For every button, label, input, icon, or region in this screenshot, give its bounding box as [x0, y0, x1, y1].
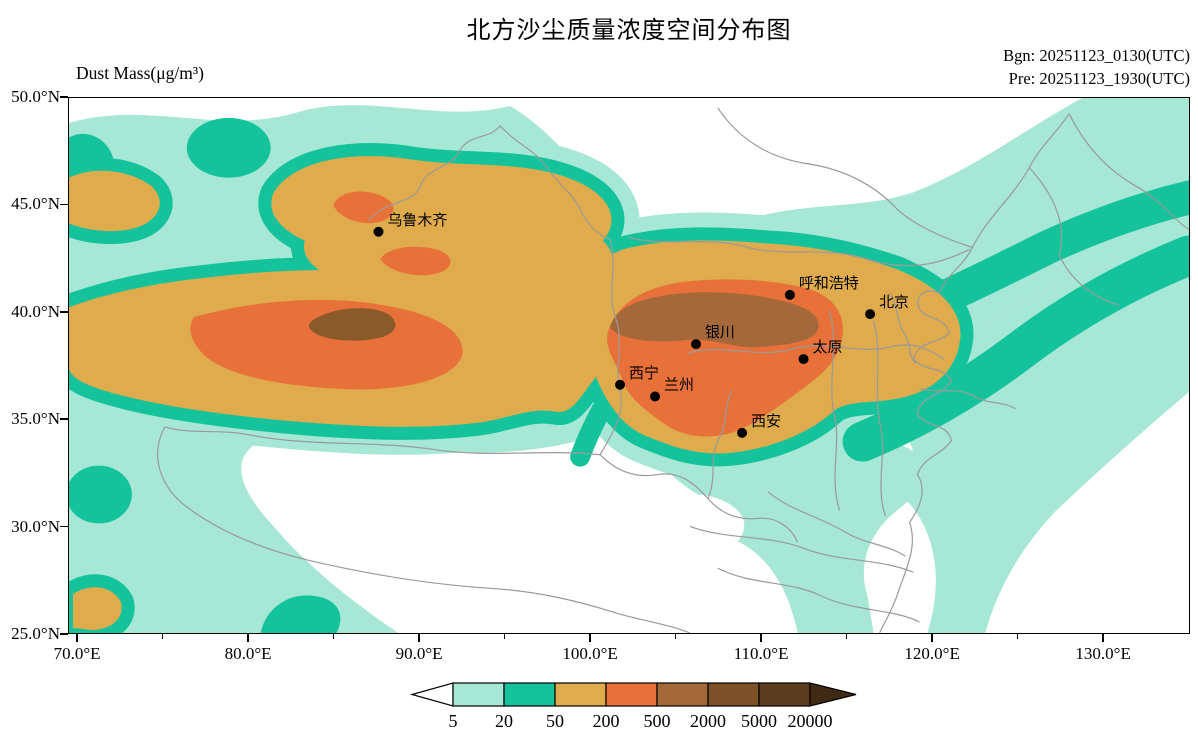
city-label: 北京: [879, 294, 909, 311]
colorbar-tick-label: 20000: [788, 711, 833, 731]
province-borders: [157, 107, 1189, 633]
colorbar-canvas: 5 20 50 200 500 2000 5000 20000: [409, 682, 857, 731]
city-marker: 乌鲁木齐: [373, 212, 447, 237]
latitude-tick: [60, 633, 68, 635]
teal-patch-west-lake: [69, 465, 132, 524]
longitude-tick-label: 130.0°E: [1075, 644, 1131, 663]
city-dot: [798, 354, 809, 365]
city-dot: [650, 391, 661, 402]
colorbar-segment: [656, 682, 709, 707]
orange-blob-urumqi-west: [333, 191, 394, 224]
colorbar-tick-label: 2000: [690, 711, 726, 731]
city-marker: 北京: [865, 294, 909, 320]
colorbar-tick-label: 20: [495, 711, 513, 731]
contour-layer-brown: [308, 292, 819, 348]
colorbar-tick-label: 5000: [741, 711, 777, 731]
aqua-region-east-sea: [857, 247, 1189, 633]
longitude-minor-tick: [161, 634, 164, 639]
city-marker: 兰州: [650, 377, 694, 402]
city-label: 银川: [705, 324, 735, 341]
city-label: 西宁: [629, 365, 659, 382]
orange-blob-urumqi-southeast: [380, 246, 451, 276]
city-marker: 西宁: [615, 365, 659, 390]
longitude-tick: [247, 634, 249, 642]
city-dot: [865, 309, 876, 320]
longitude-tick: [589, 634, 591, 642]
city-marker: 西安: [737, 413, 781, 438]
longitude-minor-tick: [332, 634, 335, 639]
latitude-tick-label: 45.0°N: [11, 194, 60, 214]
longitude-minor-tick: [503, 634, 506, 639]
latitude-tick-label: 25.0°N: [11, 624, 60, 643]
brown-core-yinchuan: [610, 292, 819, 348]
longitude-tick: [76, 634, 78, 642]
map-plot: 乌鲁木齐呼和浩特北京银川太原西宁 兰州西安: [68, 97, 1190, 634]
city-label: 兰州: [664, 377, 694, 394]
gold-region-west-edge: [69, 170, 160, 232]
city-marker: 呼和浩特: [784, 275, 859, 300]
longitude-tick-label: 110.0°E: [733, 644, 789, 663]
teal-patch-top-center: [186, 117, 271, 178]
city-dot: [373, 226, 384, 237]
city-dot: [615, 379, 626, 390]
city-dot: [691, 339, 701, 350]
gold-region-bottom-left: [72, 587, 122, 631]
teal-band-northeast-lower: [842, 235, 1189, 462]
longitude-tick-label: 100.0°E: [562, 644, 618, 663]
colorbar-segment: [503, 682, 556, 707]
longitude-tick-label: 120.0°E: [904, 644, 960, 663]
latitude-tick: [60, 525, 68, 528]
colorbar-tick-label: 200: [593, 711, 620, 731]
colorbar-segment: [707, 682, 760, 707]
longitude-minor-tick: [845, 634, 848, 639]
city-dot: [737, 427, 748, 438]
longitude-tick-label: 90.0°E: [395, 644, 443, 663]
colorbar-segment: [554, 682, 607, 707]
begin-time-label: Bgn: 20251123_0130(UTC): [1003, 46, 1190, 65]
city-label: 太原: [813, 339, 843, 356]
figure-title: 北方沙尘质量浓度空间分布图: [466, 18, 792, 44]
longitude-tick: [1102, 634, 1104, 642]
colorbar-under-arrow: [409, 682, 454, 707]
brown-core-tarim-east: [308, 308, 396, 341]
teal-patch-bottom-center: [260, 595, 341, 633]
latitude-tick: [60, 418, 68, 420]
city-label: 呼和浩特: [799, 275, 859, 292]
colorbar-over-arrow: [809, 682, 857, 707]
latitude-tick: [60, 96, 68, 98]
colorbar-tick-label: 500: [644, 711, 671, 731]
latitude-tick-label: 30.0°N: [11, 516, 60, 536]
colorbar-tick-label: 50: [546, 711, 564, 731]
colorbar-segment: [605, 682, 658, 707]
colorbar: 5 20 50 200 500 2000 5000 20000: [408, 676, 870, 736]
run-times: Bgn: 20251123_0130(UTC) Pre: 20251123_19…: [1003, 44, 1190, 90]
longitude-tick-label: 70.0°E: [53, 644, 101, 663]
city-marker: 太原: [798, 339, 843, 365]
longitude-tick: [418, 634, 420, 642]
colorbar-tick-label: 5: [449, 711, 458, 731]
latitude-tick-label: 50.0°N: [11, 87, 60, 106]
longitude-tick: [760, 634, 762, 642]
colorbar-segment: [452, 682, 505, 707]
city-dot: [784, 289, 795, 300]
longitude-tick: [931, 634, 933, 642]
city-label: 西安: [751, 413, 781, 430]
forecast-time-label: Pre: 20251123_1930(UTC): [1008, 69, 1190, 88]
longitude-minor-tick: [1016, 634, 1019, 639]
longitude-minor-tick: [674, 634, 677, 639]
latitude-tick-label: 40.0°N: [11, 301, 60, 321]
latitude-tick: [60, 311, 68, 313]
city-marker: 银川: [691, 324, 735, 350]
latitude-tick: [60, 203, 68, 206]
colorbar-segment: [758, 682, 811, 707]
colorbar-units-label: Dust Mass(μg/m³): [76, 63, 204, 83]
city-label: 乌鲁木齐: [387, 212, 447, 229]
longitude-tick-label: 80.0°E: [224, 644, 272, 663]
latitude-tick-label: 35.0°N: [11, 409, 60, 429]
